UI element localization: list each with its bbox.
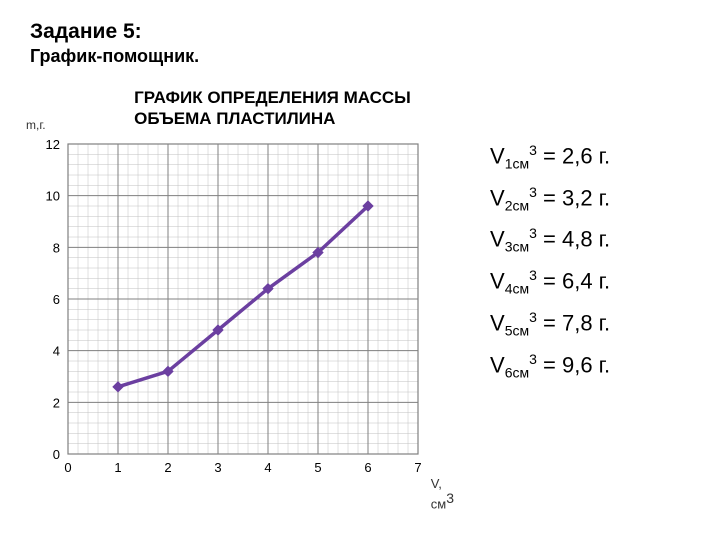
svg-text:4: 4 bbox=[53, 343, 60, 358]
svg-text:2: 2 bbox=[164, 460, 171, 475]
chart-title-line2: ОБЪЕМА ПЛАСТИЛИНА bbox=[134, 109, 335, 128]
value-row: V6см3 = 9,6 г. bbox=[490, 351, 610, 381]
svg-text:12: 12 bbox=[46, 137, 60, 152]
svg-text:3: 3 bbox=[214, 460, 221, 475]
svg-text:4: 4 bbox=[264, 460, 271, 475]
svg-text:8: 8 bbox=[53, 240, 60, 255]
svg-text:1: 1 bbox=[114, 460, 121, 475]
svg-text:6: 6 bbox=[53, 292, 60, 307]
chart-title: ГРАФИК ОПРЕДЕЛЕНИЯ МАССЫ ОБЪЕМА ПЛАСТИЛИ… bbox=[134, 87, 411, 130]
value-row: V3см3 = 4,8 г. bbox=[490, 225, 610, 255]
value-row: V4см3 = 6,4 г. bbox=[490, 267, 610, 297]
chart-svg: 01234567024681012 bbox=[30, 136, 430, 486]
svg-text:2: 2 bbox=[53, 395, 60, 410]
task-title: Задание 5: bbox=[30, 20, 690, 44]
x-axis-label: V, см3 bbox=[431, 477, 454, 512]
value-row: V2см3 = 3,2 г. bbox=[490, 184, 610, 214]
chart-column: ГРАФИК ОПРЕДЕЛЕНИЯ МАССЫ ОБЪЕМА ПЛАСТИЛИ… bbox=[30, 87, 430, 506]
svg-text:6: 6 bbox=[364, 460, 371, 475]
values-column: V1см3 = 2,6 г. V2см3 = 3,2 г. V3см3 = 4,8 … bbox=[490, 142, 610, 392]
y-axis-label: m,г. bbox=[26, 118, 46, 132]
chart-title-line1: ГРАФИК ОПРЕДЕЛЕНИЯ МАССЫ bbox=[134, 88, 411, 107]
svg-text:0: 0 bbox=[53, 447, 60, 462]
svg-text:5: 5 bbox=[314, 460, 321, 475]
chart-wrap: m,г. 01234567024681012 V, см3 bbox=[30, 136, 430, 506]
task-subtitle: График-помощник. bbox=[30, 46, 690, 67]
value-row: V5см3 = 7,8 г. bbox=[490, 309, 610, 339]
svg-text:10: 10 bbox=[46, 188, 60, 203]
svg-text:0: 0 bbox=[64, 460, 71, 475]
svg-text:7: 7 bbox=[414, 460, 421, 475]
value-row: V1см3 = 2,6 г. bbox=[490, 142, 610, 172]
